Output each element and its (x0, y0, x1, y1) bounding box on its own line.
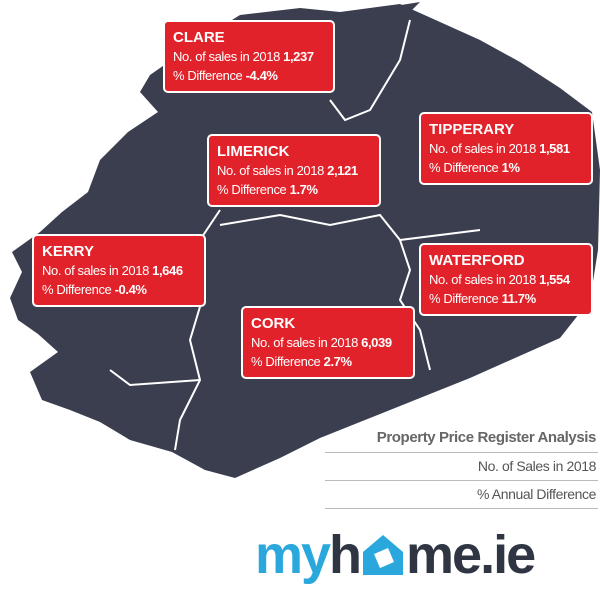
diff-label: % Difference (173, 68, 243, 83)
logo-suffix: me.ie (406, 525, 536, 585)
legend-line: % Annual Difference (325, 481, 598, 509)
diff-row: % Difference 1% (429, 158, 583, 177)
diff-value: -4.4% (245, 68, 278, 83)
logo-icon (363, 535, 404, 575)
sales-value: 6,039 (361, 335, 392, 350)
sales-value: 2,121 (327, 163, 358, 178)
sales-value: 1,237 (283, 49, 314, 64)
logo: my h me.ie (255, 524, 536, 586)
legend-line: No. of Sales in 2018 (325, 453, 598, 481)
diff-label: % Difference (429, 160, 499, 175)
sales-row: No. of sales in 2018 1,237 (173, 47, 325, 66)
sales-label: No. of sales in 2018 (173, 49, 280, 64)
logo-prefix: my (255, 525, 331, 585)
sales-row: No. of sales in 2018 1,554 (429, 270, 583, 289)
region-box: WATERFORD No. of sales in 2018 1,554% Dif… (419, 243, 593, 316)
region-name: TIPPERARY (429, 121, 515, 138)
sales-row: No. of sales in 2018 6,039 (251, 333, 405, 352)
sales-label: No. of sales in 2018 (429, 141, 536, 156)
sales-label: No. of sales in 2018 (217, 163, 324, 178)
sales-label: No. of sales in 2018 (429, 272, 536, 287)
sales-value: 1,554 (539, 272, 570, 287)
sales-label: No. of sales in 2018 (251, 335, 358, 350)
sales-row: No. of sales in 2018 1,581 (429, 139, 583, 158)
legend-title: Property Price Register Analysis (325, 424, 598, 453)
sales-label: No. of sales in 2018 (42, 263, 149, 278)
sales-row: No. of sales in 2018 2,121 (217, 161, 371, 180)
diff-value: 11.7% (501, 291, 537, 306)
diff-row: % Difference -0.4% (42, 280, 196, 299)
diff-row: % Difference 2.7% (251, 352, 405, 371)
diff-value: -0.4% (114, 282, 147, 297)
diff-label: % Difference (42, 282, 112, 297)
region-name: KERRY (42, 243, 94, 260)
logo-middle: h (329, 525, 362, 585)
region-box: KERRY No. of sales in 2018 1,646% Differe… (32, 234, 206, 307)
diff-label: % Difference (429, 291, 499, 306)
diff-row: % Difference -4.4% (173, 66, 325, 85)
diff-row: % Difference 1.7% (217, 180, 371, 199)
legend: Property Price Register Analysis No. of … (325, 424, 598, 509)
sales-row: No. of sales in 2018 1,646 (42, 261, 196, 280)
diff-label: % Difference (251, 354, 321, 369)
diff-value: 1.7% (289, 182, 318, 197)
sales-value: 1,581 (539, 141, 570, 156)
diff-value: 2.7% (323, 354, 352, 369)
region-landmass (395, 2, 420, 12)
region-box: LIMERICK No. of sales in 2018 2,121% Diff… (207, 134, 381, 207)
region-name: WATERFORD (429, 252, 525, 269)
diff-row: % Difference 11.7% (429, 289, 583, 308)
region-name: CORK (251, 315, 296, 332)
border-line (329, 19, 411, 122)
region-box: TIPPERARY No. of sales in 2018 1,581% Dif… (419, 112, 593, 185)
region-name: LIMERICK (217, 143, 290, 160)
sales-value: 1,646 (152, 263, 183, 278)
border-line (399, 229, 481, 241)
region-name: CLARE (173, 29, 225, 46)
diff-value: 1% (501, 160, 520, 175)
border-line (109, 369, 201, 387)
region-box: CORK No. of sales in 2018 6,039% Differen… (241, 306, 415, 379)
diff-label: % Difference (217, 182, 287, 197)
region-box: CLARE No. of sales in 2018 1,237% Differe… (163, 20, 335, 93)
